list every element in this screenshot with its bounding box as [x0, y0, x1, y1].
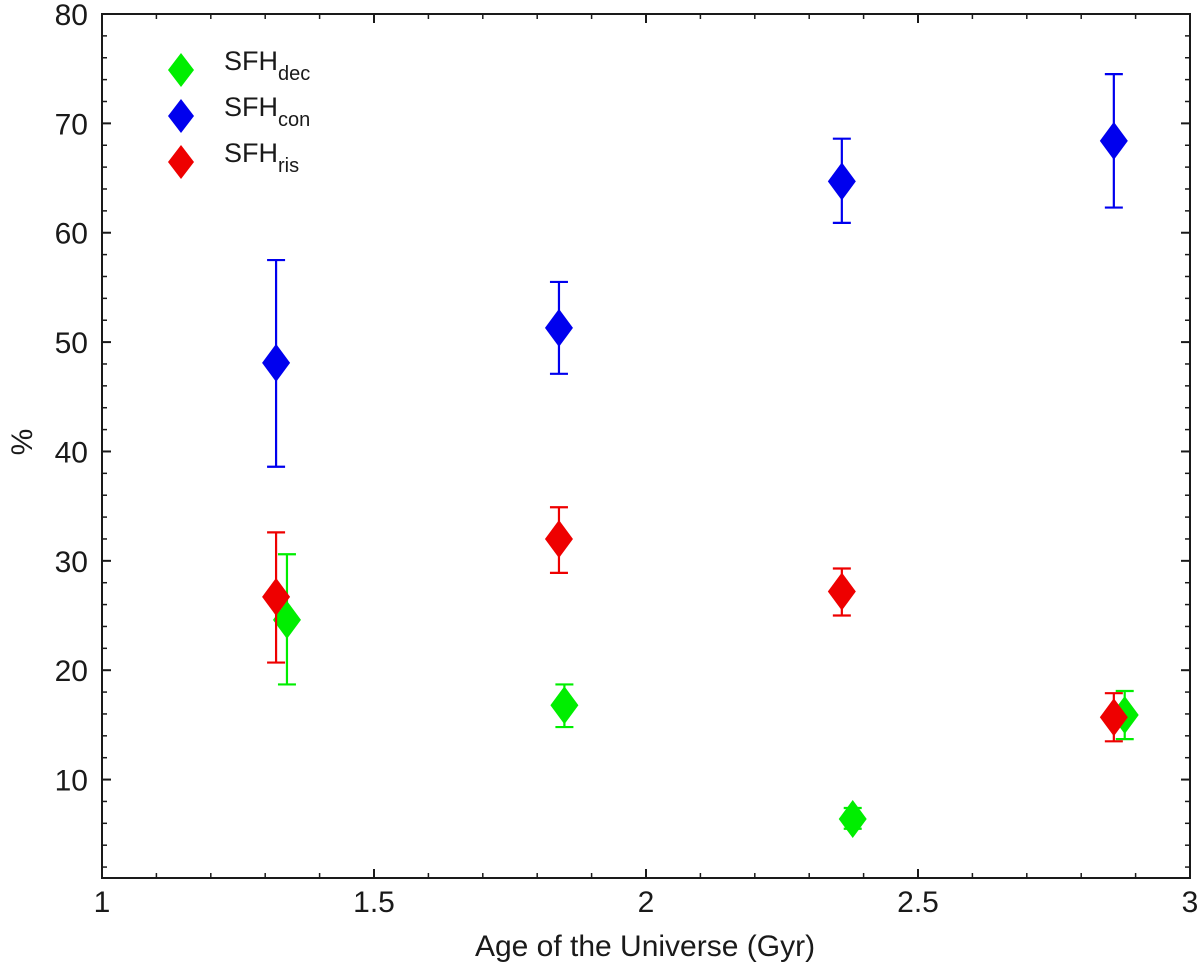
x-tick-label: 3: [1182, 886, 1199, 919]
data-point-ris: [827, 572, 856, 611]
data-point-dec: [550, 686, 579, 725]
series-dec: [272, 553, 1139, 838]
legend-marker: [168, 99, 194, 133]
legend-label-main: SFH: [224, 138, 278, 168]
legend-label-sub: con: [278, 109, 310, 131]
legend-label-sub: dec: [278, 63, 310, 85]
legend-label: SFHdec: [224, 46, 310, 85]
data-point-con: [1099, 121, 1128, 160]
data-point-dec: [838, 799, 867, 838]
y-tick-label: 40: [55, 436, 88, 469]
x-tick-label: 2.5: [897, 886, 939, 919]
data-point-ris: [262, 577, 291, 616]
data-point-con: [544, 308, 573, 347]
x-tick-label: 2: [638, 886, 655, 919]
y-tick-label: 10: [55, 765, 88, 798]
x-tick-label: 1: [94, 886, 111, 919]
series-ris: [262, 506, 1128, 743]
tick-labels: 1 1.5 2 2.5 3 10 20 30 40 50 60 70 80: [55, 0, 1199, 919]
data-point-con: [827, 162, 856, 201]
legend-marker: [168, 145, 194, 179]
legend-label: SFHcon: [224, 92, 310, 131]
x-axis-label: Age of the Universe (Gyr): [475, 930, 815, 963]
y-tick-label: 30: [55, 546, 88, 579]
y-tick-label: 70: [55, 108, 88, 141]
y-axis-label: %: [6, 429, 39, 456]
legend-marker: [168, 53, 194, 87]
x-tick-label: 1.5: [353, 886, 395, 919]
y-tick-label: 80: [55, 0, 88, 32]
legend-label: SFHris: [224, 138, 299, 177]
legend-label-main: SFH: [224, 92, 278, 122]
y-tick-label: 60: [55, 218, 88, 251]
legend-item-dec: SFHdec: [168, 46, 310, 87]
data-points: [262, 73, 1139, 838]
y-tick-label: 20: [55, 655, 88, 688]
legend-label-sub: ris: [278, 155, 299, 177]
data-point-con: [262, 343, 291, 382]
legend-item-ris: SFHris: [168, 138, 299, 179]
ticks: [101, 13, 1191, 878]
y-tick-label: 50: [55, 327, 88, 360]
series-con: [262, 73, 1128, 468]
legend-label-main: SFH: [224, 46, 278, 76]
legend-item-con: SFHcon: [168, 92, 310, 133]
data-point-ris: [1099, 698, 1128, 737]
data-point-ris: [544, 519, 573, 558]
